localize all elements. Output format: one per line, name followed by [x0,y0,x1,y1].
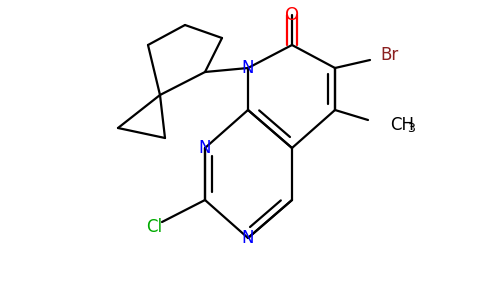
Text: N: N [199,139,211,157]
Text: O: O [285,6,299,24]
Text: N: N [242,59,254,77]
Text: N: N [242,229,254,247]
Text: 3: 3 [407,122,415,134]
Text: Br: Br [381,46,399,64]
Text: CH: CH [390,116,414,134]
Text: Cl: Cl [146,218,162,236]
